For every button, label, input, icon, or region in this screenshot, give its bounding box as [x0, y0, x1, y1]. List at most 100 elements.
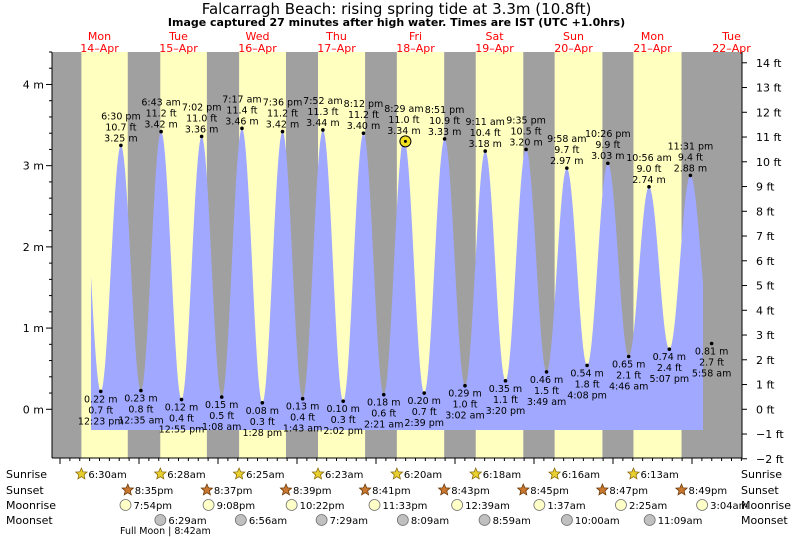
- moonset-time: 11:09am: [658, 516, 703, 527]
- chart-title: Falcarragh Beach: rising spring tide at …: [201, 0, 592, 18]
- high-ft-label: 10.7 ft: [105, 122, 136, 133]
- sunrise-icon: [548, 467, 562, 480]
- low-ft-label: 0.7 ft: [88, 405, 113, 416]
- sunset-icon: [279, 483, 293, 496]
- moonrise-time: 3:04am: [710, 501, 748, 512]
- low-time-label: 4:08 pm: [567, 390, 607, 401]
- tide-point: [139, 388, 143, 393]
- low-m-label: 0.81 m: [695, 347, 728, 358]
- tide-point: [503, 379, 508, 383]
- tide-point: [300, 396, 305, 401]
- sunrise-icon: [74, 467, 88, 480]
- sunset-icon: [121, 483, 135, 496]
- sunrise-icon: [232, 467, 246, 480]
- left-tick-label: 0 m: [23, 403, 44, 416]
- moonset-time: 6:29am: [168, 516, 206, 527]
- right-tick-label: 10 ft: [756, 156, 782, 169]
- day-name-label: Sun: [563, 30, 584, 43]
- day-date-label: 16–Apr: [238, 42, 277, 55]
- low-time-label: 3:02 am: [445, 411, 484, 422]
- high-ft-label: 11.0 ft: [388, 115, 419, 126]
- moonset-time: 10:00am: [575, 516, 620, 527]
- sunset-icon: [358, 483, 372, 496]
- day-date-label: 15–Apr: [159, 42, 198, 55]
- high-time-label: 11:31 pm: [668, 141, 714, 152]
- low-m-label: 0.15 m: [205, 400, 238, 411]
- right-tick-label: 0 ft: [756, 403, 775, 416]
- tide-point: [585, 363, 589, 368]
- low-time-label: 3:49 am: [527, 397, 566, 408]
- tide-point: [709, 341, 714, 346]
- right-tick-label: 9 ft: [756, 181, 775, 194]
- high-time-label: 7:02 pm: [182, 102, 222, 113]
- moonset-time: 6:56am: [249, 516, 287, 527]
- moonrise-icon: [451, 499, 464, 511]
- moonset-icon: [561, 514, 573, 526]
- tide-point: [422, 391, 427, 395]
- high-ft-label: 11.2 ft: [267, 109, 298, 120]
- right-tick-label: 6 ft: [756, 255, 775, 268]
- sunrise-icon: [469, 467, 483, 480]
- row-label-left: Sunrise: [6, 468, 47, 481]
- high-ft-label: 9.9 ft: [595, 140, 620, 151]
- moonset-icon: [478, 514, 491, 526]
- right-tick-label: 11 ft: [756, 131, 782, 144]
- low-ft-label: 0.4 ft: [290, 413, 315, 424]
- high-time-label: 9:35 pm: [506, 115, 546, 126]
- sunset-time: 8:41pm: [372, 486, 411, 497]
- sunset-time: 8:43pm: [451, 486, 490, 497]
- tide-point: [626, 354, 631, 359]
- high-time-label: 7:36 pm: [263, 98, 303, 109]
- right-tick-label: −1 ft: [756, 428, 784, 441]
- sunrise-icon: [311, 467, 325, 480]
- moonset-icon: [643, 514, 656, 526]
- tide-point: [240, 126, 244, 131]
- row-label-left: Moonrise: [6, 499, 56, 512]
- right-tick-label: 7 ft: [756, 230, 775, 243]
- high-m-label: 3.33 m: [428, 127, 461, 138]
- moonset-icon: [315, 514, 328, 526]
- day-name-label: Thu: [325, 30, 347, 43]
- tide-point: [341, 399, 345, 403]
- high-time-label: 6:30 pm: [101, 111, 141, 122]
- tide-point: [463, 383, 467, 388]
- left-tick-label: 2 m: [23, 241, 44, 254]
- tide-point: [442, 137, 447, 141]
- sunrise-time: 6:18am: [483, 470, 521, 481]
- sunrise-time: 6:16am: [562, 470, 600, 481]
- tide-point: [321, 128, 325, 132]
- high-m-label: 3.44 m: [306, 118, 339, 129]
- high-time-label: 6:43 am: [141, 98, 180, 109]
- sunrise-icon: [153, 467, 167, 480]
- moonrise-time: 10:22pm: [300, 501, 345, 512]
- right-tick-label: 13 ft: [756, 82, 782, 95]
- tide-point: [159, 129, 163, 134]
- moonrise-icon: [696, 499, 708, 511]
- high-m-label: 3.42 m: [266, 120, 299, 131]
- day-date-label: 19–Apr: [475, 42, 514, 55]
- row-label-right: Sunrise: [741, 468, 782, 481]
- chart-subtitle: Image captured 27 minutes after high wat…: [167, 16, 626, 29]
- high-time-label: 8:12 pm: [344, 99, 384, 110]
- low-time-label: 5:58 am: [692, 369, 731, 380]
- row-label-left: Sunset: [6, 484, 44, 497]
- low-ft-label: 0.7 ft: [412, 407, 437, 418]
- moonset-icon: [396, 514, 409, 526]
- low-time-label: 2:39 pm: [404, 418, 444, 429]
- day-name-label: Mon: [88, 30, 111, 43]
- low-m-label: 0.65 m: [612, 360, 645, 371]
- sunset-time: 8:49pm: [689, 486, 728, 497]
- low-ft-label: 1.8 ft: [575, 379, 600, 390]
- row-label-right: Sunset: [741, 484, 779, 497]
- high-ft-label: 11.3 ft: [307, 107, 338, 118]
- tide-point: [260, 400, 265, 405]
- sunrise-time: 6:20am: [404, 470, 442, 481]
- high-ft-label: 11.2 ft: [348, 110, 379, 121]
- day-name-label: Tue: [721, 30, 741, 43]
- row-label-right: Moonset: [741, 514, 788, 527]
- current-tide-dot: [403, 139, 407, 143]
- high-time-label: 7:17 am: [222, 94, 261, 105]
- low-time-label: 1:43 am: [283, 424, 322, 435]
- tide-point: [381, 392, 386, 397]
- low-ft-label: 0.6 ft: [371, 409, 396, 420]
